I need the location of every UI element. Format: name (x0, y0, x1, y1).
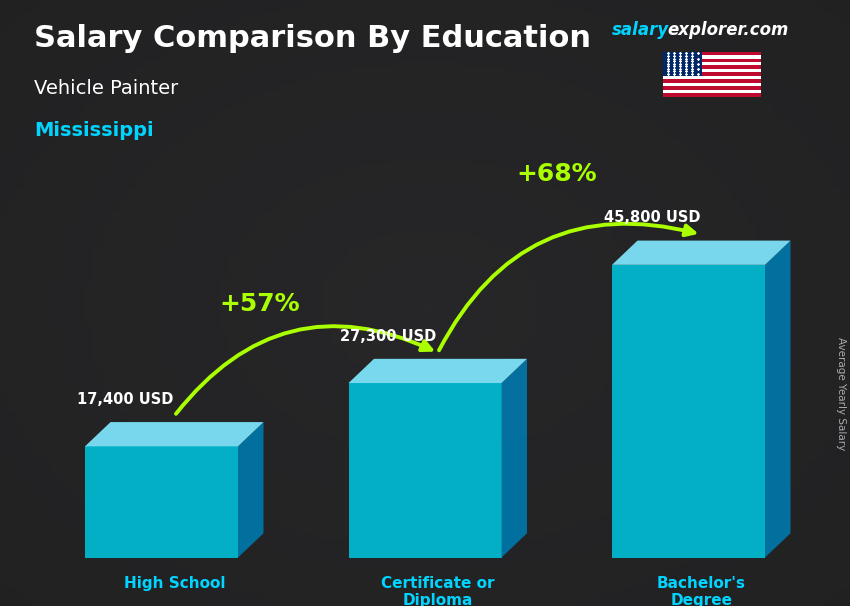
Text: Certificate or
Diploma: Certificate or Diploma (381, 576, 495, 606)
Text: explorer.com: explorer.com (667, 21, 789, 39)
Polygon shape (85, 447, 238, 558)
Bar (663, 76, 761, 79)
Bar (663, 62, 761, 65)
Text: +68%: +68% (517, 162, 597, 186)
Text: High School: High School (123, 576, 225, 591)
Polygon shape (502, 359, 527, 558)
Bar (663, 65, 761, 69)
Bar (663, 69, 761, 73)
Text: +57%: +57% (219, 292, 299, 316)
Text: 45,800 USD: 45,800 USD (604, 210, 700, 225)
Text: Mississippi: Mississippi (34, 121, 154, 140)
Polygon shape (348, 359, 527, 383)
Bar (663, 55, 761, 59)
Polygon shape (765, 241, 790, 558)
Text: 27,300 USD: 27,300 USD (340, 328, 436, 344)
Polygon shape (85, 422, 264, 447)
Bar (663, 93, 761, 97)
Bar (663, 59, 761, 62)
Bar (663, 87, 761, 90)
Text: 17,400 USD: 17,400 USD (76, 392, 173, 407)
Bar (663, 73, 761, 76)
Text: Bachelor's
Degree: Bachelor's Degree (657, 576, 745, 606)
Polygon shape (348, 383, 502, 558)
Polygon shape (612, 265, 765, 558)
Bar (663, 83, 761, 87)
Bar (663, 79, 761, 83)
Bar (663, 90, 761, 93)
Bar (663, 52, 761, 55)
Text: Average Yearly Salary: Average Yearly Salary (836, 338, 846, 450)
Text: Vehicle Painter: Vehicle Painter (34, 79, 178, 98)
Polygon shape (612, 241, 790, 265)
Bar (663, 52, 702, 76)
Text: salary: salary (612, 21, 669, 39)
Text: Salary Comparison By Education: Salary Comparison By Education (34, 24, 591, 53)
Polygon shape (238, 422, 264, 558)
